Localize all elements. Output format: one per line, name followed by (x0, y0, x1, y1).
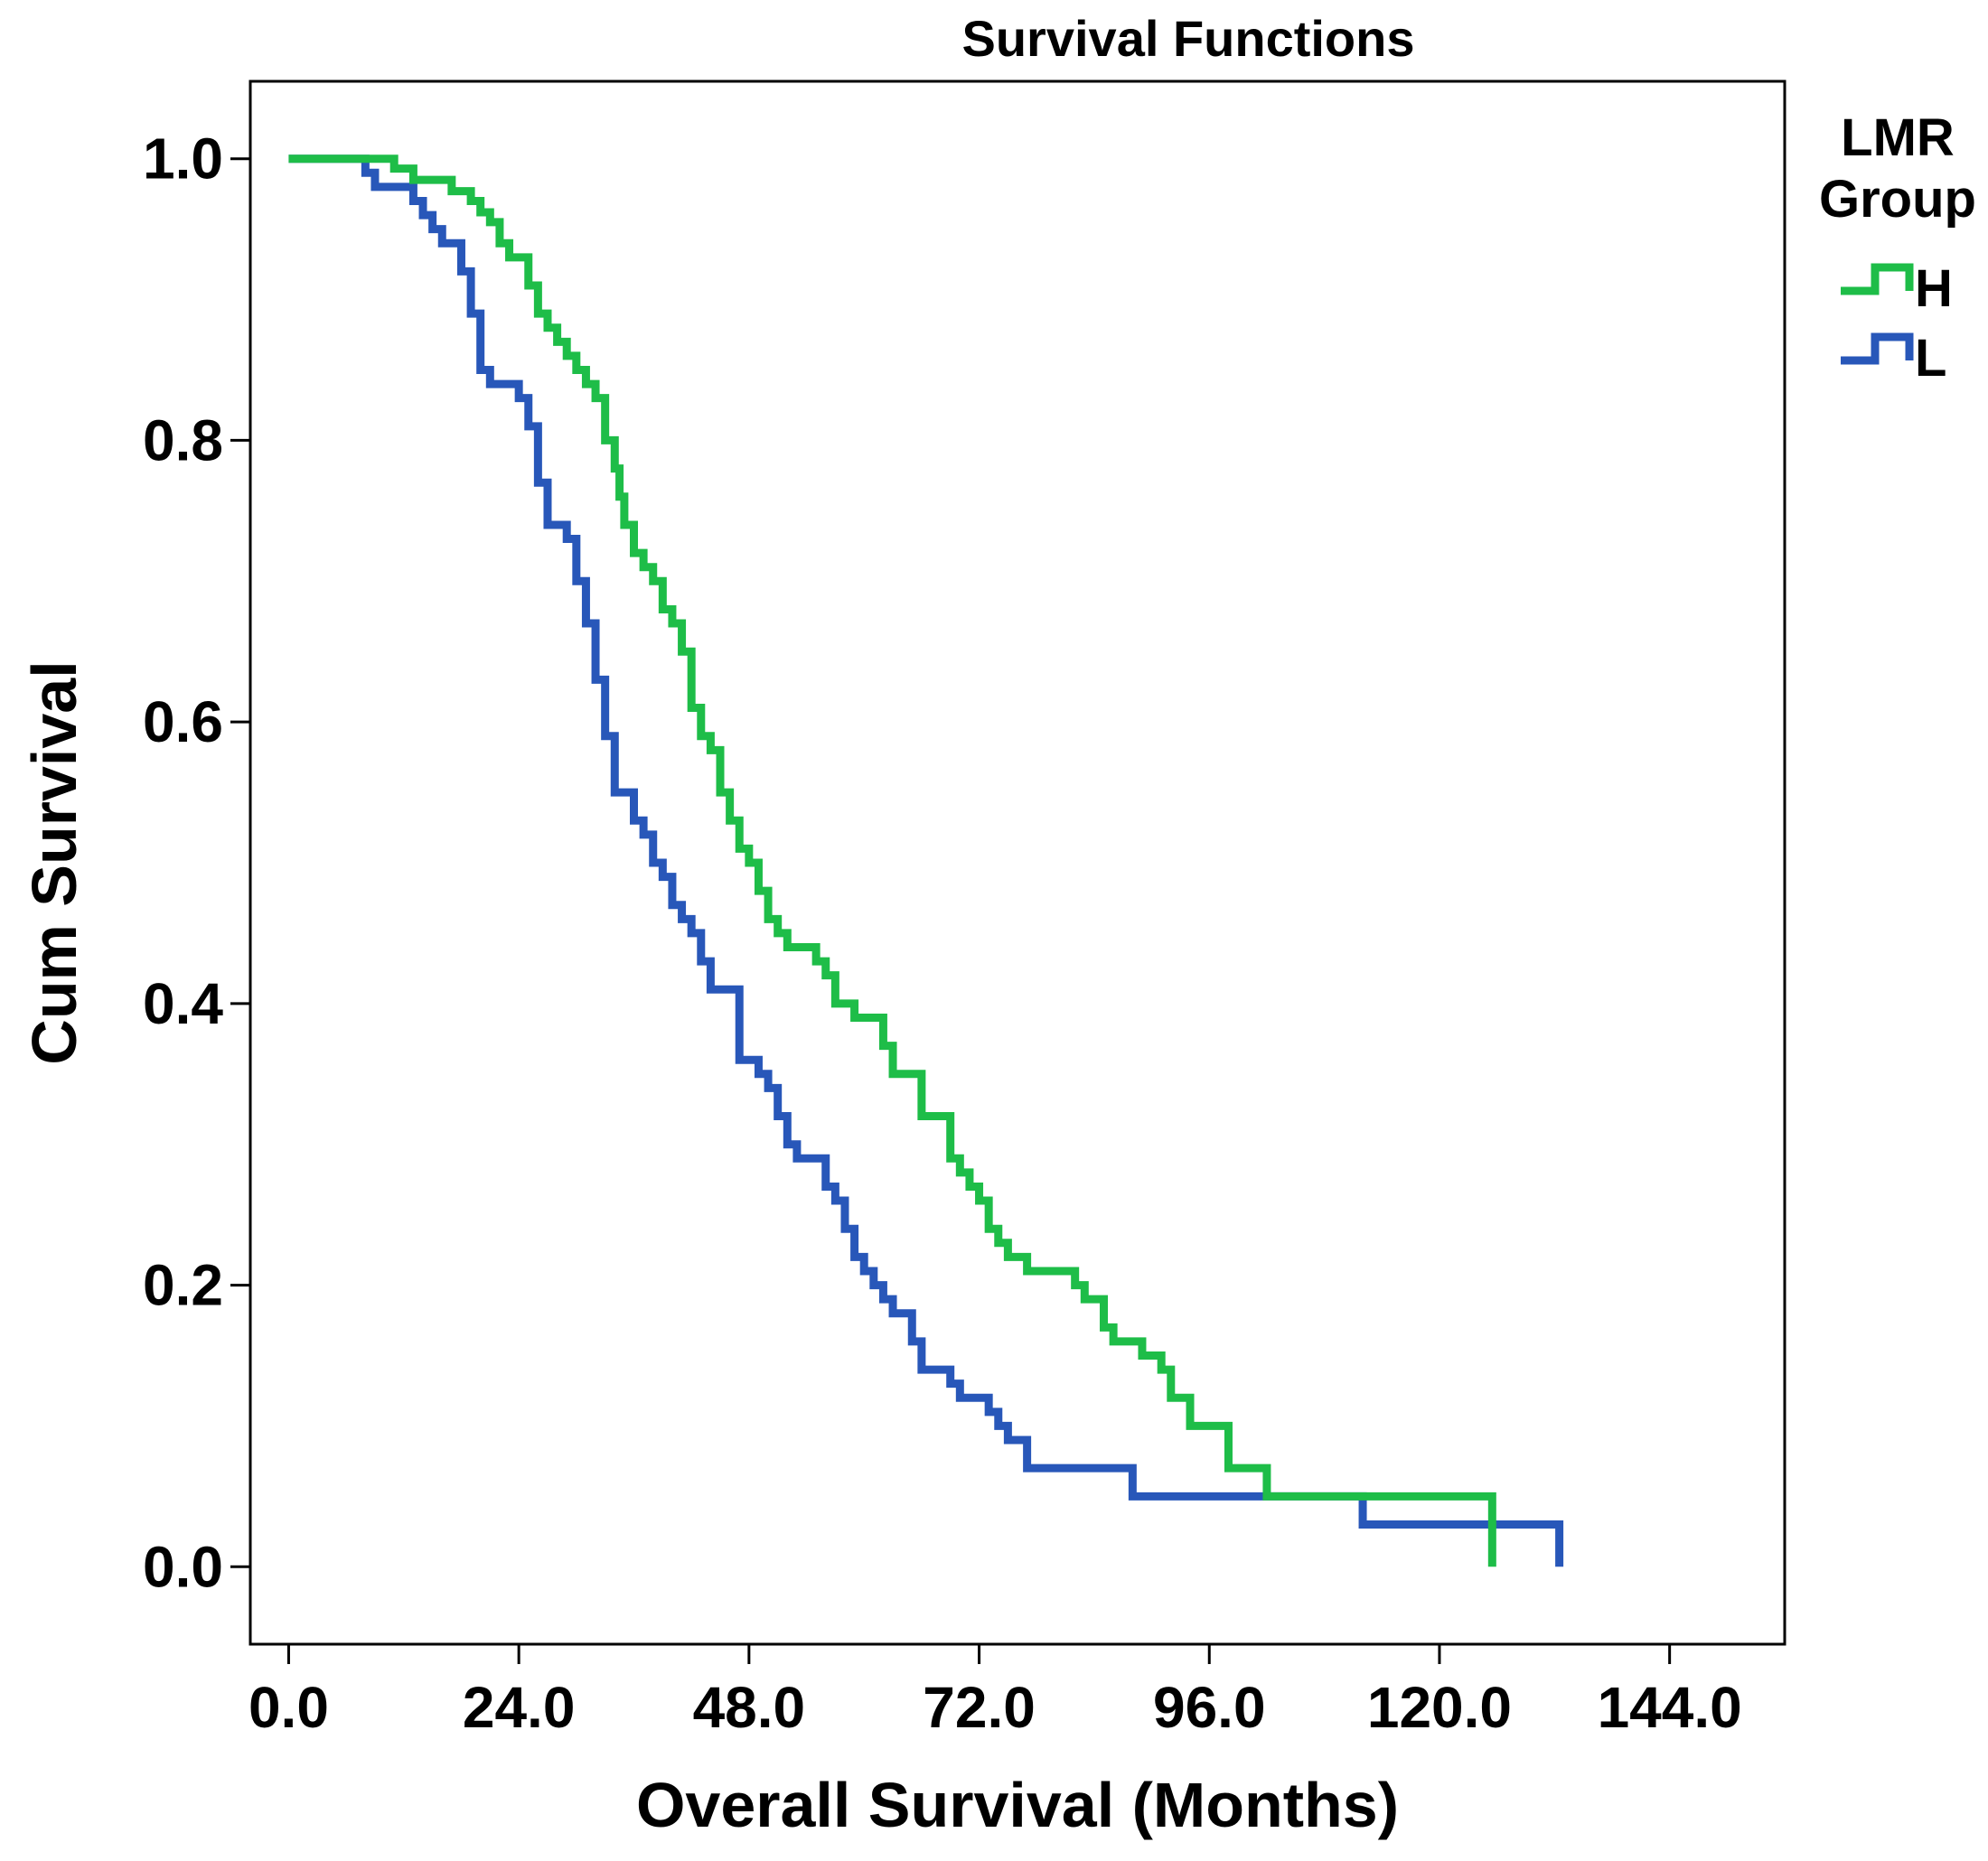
y-axis-label: Cum Survival (19, 660, 89, 1064)
x-tick-label: 144.0 (1598, 1675, 1742, 1740)
legend: LMR Group H L (1819, 108, 1976, 388)
x-axis-label: Overall Survival (Months) (636, 1770, 1399, 1840)
x-axis: 0.0 24.0 48.0 72.0 96.0 120.0 144.0 (248, 1644, 1742, 1740)
legend-label-h: H (1915, 259, 1953, 318)
y-tick-label: 1.0 (143, 126, 223, 192)
y-tick-label: 0.0 (143, 1534, 223, 1599)
x-tick-label: 120.0 (1367, 1675, 1512, 1740)
chart-title: Survival Functions (962, 10, 1415, 67)
plot-frame (248, 79, 1786, 1646)
y-tick-label: 0.2 (143, 1253, 223, 1318)
x-tick-label: 96.0 (1153, 1675, 1266, 1740)
x-tick-label: 72.0 (923, 1675, 1036, 1740)
legend-title-line1: LMR (1841, 108, 1955, 167)
legend-line-l (1841, 332, 1914, 365)
y-tick-label: 0.4 (143, 971, 223, 1036)
y-tick-label: 0.6 (143, 689, 223, 754)
series-line-h (288, 154, 1496, 1567)
legend-line-h (1841, 263, 1914, 295)
x-tick-label: 0.0 (248, 1675, 329, 1740)
y-tick-label: 0.8 (143, 407, 223, 472)
series-layer (288, 154, 1564, 1567)
legend-label-l: L (1915, 329, 1946, 388)
series-line-l (288, 154, 1564, 1567)
legend-title-line2: Group (1819, 170, 1976, 229)
x-tick-label: 48.0 (693, 1675, 806, 1740)
x-tick-label: 24.0 (463, 1675, 576, 1740)
y-axis: 0.0 0.2 0.4 0.6 0.8 1.0 (143, 126, 250, 1599)
